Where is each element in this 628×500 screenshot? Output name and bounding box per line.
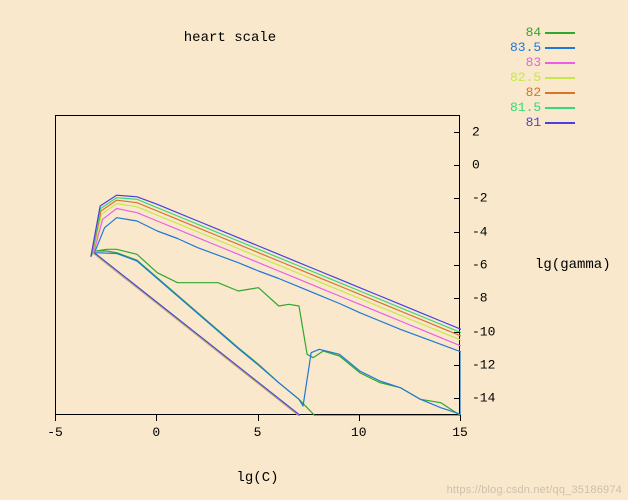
x-tick-label: 15 (452, 425, 468, 440)
legend-swatch (545, 32, 575, 34)
y-tick-label: -4 (472, 224, 488, 239)
y-tick (454, 132, 460, 133)
y-tick-label: -10 (472, 324, 495, 339)
plot-area (55, 115, 460, 415)
legend-item: 81.5 (510, 100, 575, 115)
x-tick (156, 415, 157, 421)
y-tick-label: -12 (472, 358, 495, 373)
series-line (91, 198, 461, 333)
y-tick-label: -14 (472, 391, 495, 406)
watermark: https://blog.csdn.net/qq_35186974 (447, 484, 622, 496)
y-tick (454, 265, 460, 266)
y-tick (454, 232, 460, 233)
x-tick (460, 415, 461, 421)
x-tick-label: 0 (152, 425, 160, 440)
y-tick-label: -8 (472, 291, 488, 306)
y-tick (454, 332, 460, 333)
y-tick-label: 2 (472, 124, 480, 139)
legend-swatch (545, 107, 575, 109)
series-line (92, 200, 461, 336)
series-line (92, 204, 461, 341)
legend-item: 82.5 (510, 70, 575, 85)
y-tick (454, 365, 460, 366)
legend-label: 81.5 (510, 100, 541, 115)
y-tick-label: -6 (472, 258, 488, 273)
x-tick-label: -5 (47, 425, 63, 440)
legend-label: 84 (526, 25, 542, 40)
series-line (94, 253, 300, 416)
legend-swatch (545, 122, 575, 124)
legend-swatch (545, 62, 575, 64)
x-axis-label: lg(C) (236, 470, 278, 486)
y-tick (454, 198, 460, 199)
legend-label: 82 (526, 85, 542, 100)
x-tick (359, 415, 360, 421)
y-tick-label: 0 (472, 158, 480, 173)
legend-item: 81 (510, 115, 575, 130)
legend-item: 83.5 (510, 40, 575, 55)
legend: 8483.58382.58281.581 (510, 25, 575, 130)
y-tick (454, 398, 460, 399)
chart-title: heart scale (0, 30, 460, 46)
legend-swatch (545, 47, 575, 49)
legend-item: 84 (510, 25, 575, 40)
y-axis-label: lg(gamma) (535, 257, 611, 273)
chart-root: heart scale -5 0 5 10 15 -14 -12 -10 -8 -6 -4 -2 0 2… (0, 0, 628, 500)
x-tick-label: 10 (351, 425, 367, 440)
y-tick (454, 165, 460, 166)
legend-label: 82.5 (510, 70, 541, 85)
legend-item: 83 (510, 55, 575, 70)
legend-swatch (545, 77, 575, 79)
y-tick (454, 298, 460, 299)
legend-swatch (545, 92, 575, 94)
series-line (94, 218, 461, 415)
series-layer (56, 116, 461, 416)
x-tick (55, 415, 56, 421)
x-tick (258, 415, 259, 421)
legend-label: 81 (526, 115, 542, 130)
y-tick-label: -2 (472, 191, 488, 206)
x-tick-label: 5 (254, 425, 262, 440)
legend-label: 83 (526, 55, 542, 70)
legend-item: 82 (510, 85, 575, 100)
legend-label: 83.5 (510, 40, 541, 55)
series-line (93, 209, 461, 347)
